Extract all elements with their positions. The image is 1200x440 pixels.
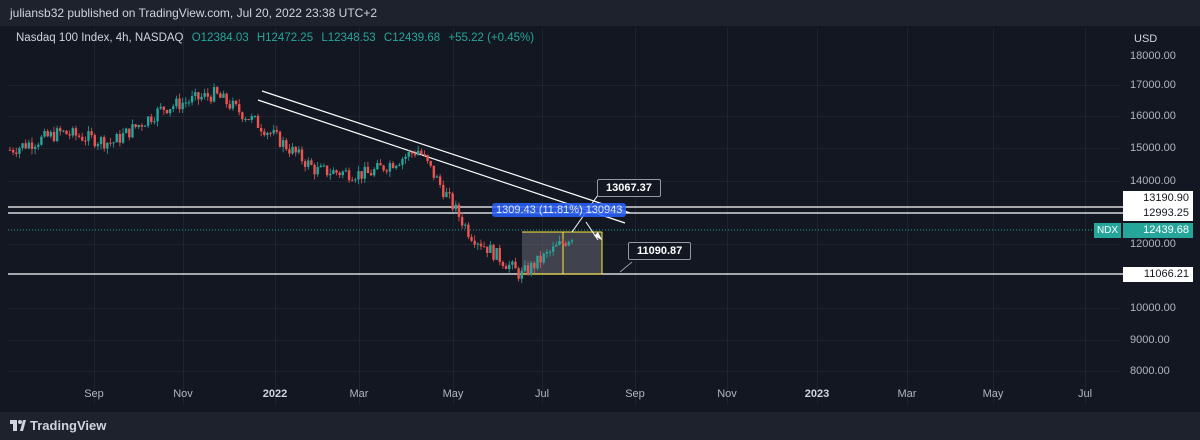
x-tick: Jul — [1077, 388, 1093, 400]
price-callout-lower[interactable]: 11090.87 — [628, 242, 692, 260]
x-tick: 2022 — [262, 388, 288, 400]
grid-line — [8, 116, 1120, 117]
y-tick: 18000.00 — [1130, 50, 1176, 62]
symbol-name: Nasdaq 100 Index, 4h, NASDAQ — [16, 32, 184, 44]
price-callout-upper[interactable]: 13067.37 — [597, 179, 661, 197]
grid-line — [359, 28, 360, 404]
y-tick: 9000.00 — [1130, 334, 1170, 346]
grid-line — [8, 181, 1120, 182]
x-tick: Sep — [84, 388, 104, 400]
ohlc-open: O12384.03 — [191, 32, 249, 44]
grid-line — [8, 340, 1120, 341]
grid-line — [817, 28, 818, 404]
ohlc-change: +55.22 (+0.45%) — [448, 32, 535, 44]
grid-line — [993, 28, 994, 404]
y-tick: 10000.00 — [1130, 302, 1176, 314]
grid-line — [8, 244, 1120, 245]
publisher-info: juliansb32 published on TradingView.com,… — [10, 6, 378, 20]
grid-line — [8, 308, 1120, 309]
x-tick: May — [982, 388, 1004, 400]
y-tick: 17000.00 — [1130, 79, 1176, 91]
grid-line — [635, 28, 636, 404]
tradingview-logo-icon — [10, 420, 26, 431]
grid-line — [8, 85, 1120, 86]
grid-line — [8, 371, 1120, 372]
x-tick: Jul — [534, 388, 550, 400]
grid-line — [183, 28, 184, 404]
ohlc-high: H12472.25 — [256, 32, 314, 44]
publish-header: juliansb32 published on TradingView.com,… — [0, 0, 1200, 26]
y-tick: 15000.00 — [1130, 142, 1176, 154]
y-tick: 14000.00 — [1130, 175, 1176, 187]
x-tick: 2023 — [804, 388, 830, 400]
x-tick: Nov — [173, 388, 193, 400]
grid-line — [907, 28, 908, 404]
x-tick: May — [442, 388, 464, 400]
price-label-level-1: 13190.90 — [1123, 191, 1193, 206]
price-label-level-2: 12993.25 — [1123, 206, 1193, 221]
symbol-legend: Nasdaq 100 Index, 4h, NASDAQ O12384.03 H… — [16, 32, 539, 44]
price-label-low: 11066.21 — [1123, 267, 1193, 282]
grid-line — [8, 148, 1120, 149]
price-label-last: 12439.68 — [1123, 223, 1193, 238]
ohlc-close: C12439.68 — [383, 32, 441, 44]
tradingview-logo[interactable]: TradingView — [10, 418, 106, 433]
grid-line — [453, 28, 454, 404]
y-tick: 8000.00 — [1130, 365, 1170, 377]
ohlc-low: L12348.53 — [321, 32, 376, 44]
y-tick: 16000.00 — [1130, 110, 1176, 122]
x-tick: Nov — [717, 388, 737, 400]
grid-line — [727, 28, 728, 404]
footer-bar — [0, 412, 1200, 440]
currency-label: USD — [1134, 33, 1158, 45]
x-tick: Mar — [897, 388, 917, 400]
brand-name: TradingView — [30, 418, 107, 433]
measure-label[interactable]: 1309.43 (11.81%) 130943 — [492, 203, 627, 217]
y-tick: 12000.00 — [1130, 238, 1176, 250]
grid-line — [94, 28, 95, 404]
grid-line — [1085, 28, 1086, 404]
x-tick: Sep — [625, 388, 645, 400]
ticker-tag: NDX — [1094, 223, 1121, 238]
x-tick: Mar — [349, 388, 369, 400]
grid-line — [275, 28, 276, 404]
